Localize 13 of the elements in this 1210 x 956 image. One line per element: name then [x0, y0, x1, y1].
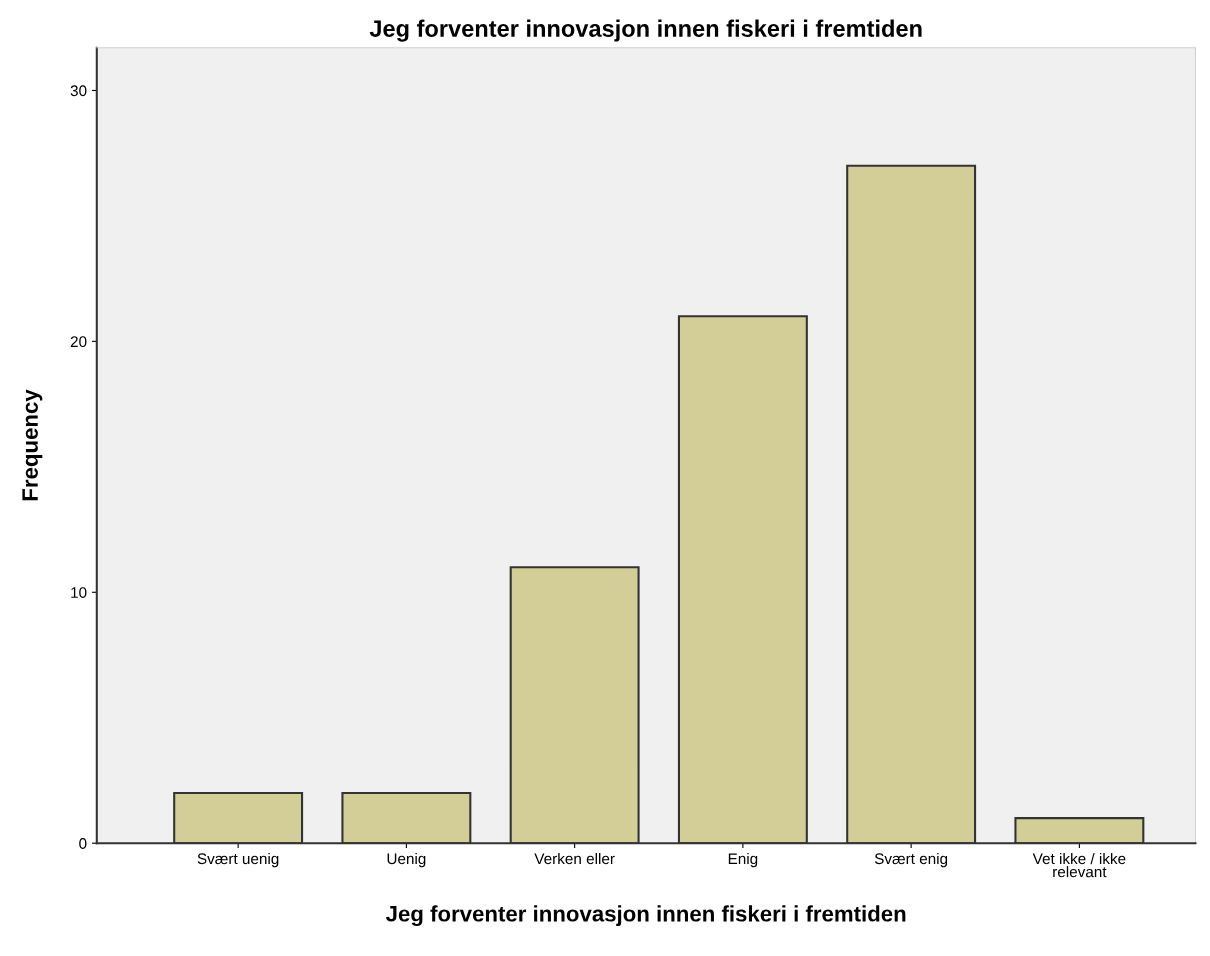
x-tick-label: Vet ikke / ikke relevant	[1032, 852, 1126, 878]
x-tick-label: Verken eller	[534, 852, 615, 865]
y-tick-label: 30	[70, 85, 87, 97]
x-tick-label: Uenig	[387, 852, 426, 868]
y-tick-label: 10	[71, 587, 87, 598]
y-axis-title: Frequency	[22, 389, 43, 501]
x-axis-title: Jeg forventer innovasjon innen fiskeri i fremtiden	[385, 905, 906, 927]
y-tick-label: 20	[70, 336, 87, 348]
chart-title: Jeg forventer innovasjon innen fiskeri i fremtiden	[369, 19, 922, 42]
x-tick-label: Svært uenig	[197, 852, 279, 868]
x-tick-label: Enig	[728, 852, 758, 868]
x-tick-label: Svært enig	[874, 852, 948, 868]
y-tick-label: 0	[79, 838, 87, 849]
